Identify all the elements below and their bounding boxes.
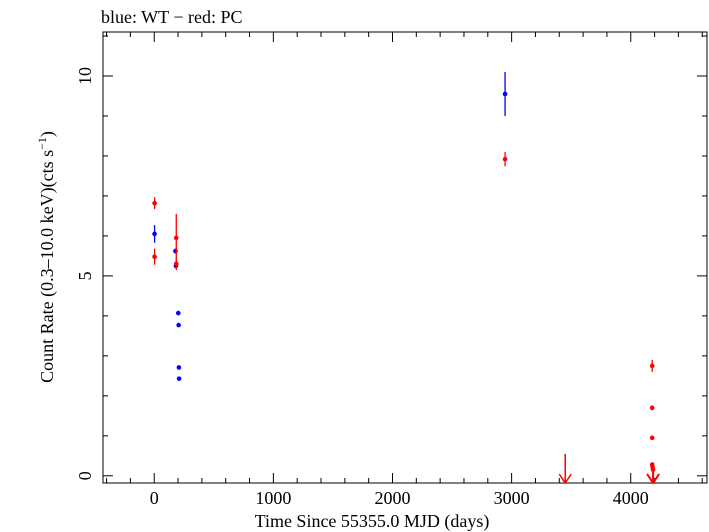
data-point	[152, 231, 157, 237]
data-point	[649, 363, 655, 369]
data-point	[175, 310, 181, 316]
x-tick-label: 3000	[494, 488, 530, 508]
data-point	[173, 235, 179, 241]
data-point	[173, 248, 178, 254]
data-point	[649, 405, 655, 411]
upper-limit-arrow	[558, 453, 572, 485]
chart-title: blue: WT − red: PC	[101, 7, 242, 27]
y-axis-label-sup: −1	[35, 137, 49, 150]
data-point	[176, 365, 182, 370]
y-axis-ticks: 0 5 10	[75, 35, 707, 480]
data-point	[502, 91, 508, 97]
x-tick-label: 0	[150, 488, 159, 508]
data-point	[176, 322, 181, 328]
data-point	[152, 254, 157, 260]
y-tick-label: 0	[75, 471, 95, 480]
y-tick-label: 10	[75, 67, 95, 85]
data-point	[176, 376, 182, 381]
y-axis-label-main: Count Rate (0.3–10.0 keV)(cts s	[37, 150, 58, 383]
y-tick-label: 5	[75, 271, 95, 280]
x-axis-label: Time Since 55355.0 MJD (days)	[255, 511, 490, 532]
x-tick-label: 2000	[374, 488, 410, 508]
x-tick-label: 4000	[613, 488, 649, 508]
plot-frame	[102, 31, 708, 484]
upper-limit-arrow	[646, 462, 661, 485]
series-pc	[152, 151, 661, 485]
data-point	[152, 200, 157, 206]
y-axis-label-end: )	[37, 131, 58, 137]
x-tick-label: 1000	[255, 488, 291, 508]
series-wt	[152, 71, 508, 381]
data-points	[152, 71, 661, 485]
y-axis-label: Count Rate (0.3–10.0 keV)(cts s−1)	[35, 131, 58, 383]
data-point	[649, 435, 655, 441]
data-point	[502, 156, 508, 162]
data-point	[173, 261, 179, 267]
x-axis-ticks: 0 1000 2000 3000 4000	[106, 32, 703, 508]
